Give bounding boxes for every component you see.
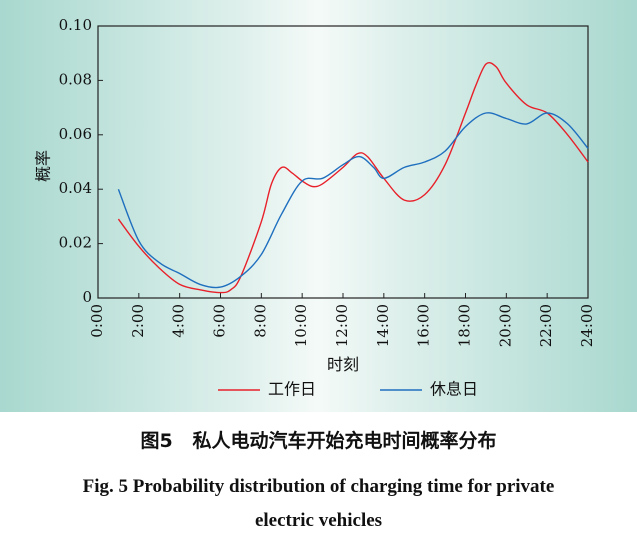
chart-series [117, 62, 589, 294]
chart-tick-labels: 0:00 2:00 4:00 6:00 8:00 10:00 12:00 14:00 16:00… [59, 16, 596, 347]
plot-frame [97, 25, 589, 299]
caption-english-line-2: electric vehicles [254, 510, 383, 531]
chart-axis-labels: 时刻 概率 [34, 150, 360, 374]
x-axis-label: 时刻 [327, 355, 359, 374]
legend-label-restday: 休息日 [430, 380, 478, 399]
series-line-workday [117, 62, 589, 294]
legend-label-workday: 工作日 [268, 380, 316, 399]
x-tick-label: 14:00 [374, 304, 392, 347]
figure-caption-chinese: 图5 私人电动汽车开始充电时间概率分布 [140, 430, 497, 452]
y-tick-label: 0.04 [59, 179, 92, 197]
x-tick-label: 18:00 [456, 304, 474, 347]
x-tick-label: 2:00 [129, 304, 147, 338]
series-line-restday [117, 112, 589, 289]
x-tick-label: 6:00 [211, 304, 229, 338]
line-chart: 0:00 2:00 4:00 6:00 8:00 10:00 12:00 14:00 16:00… [34, 16, 597, 399]
x-tick-label: 10:00 [292, 304, 310, 347]
caption-english-line-1: Fig. 5 Probability distribution of charg… [82, 476, 555, 497]
x-tick-label: 8:00 [251, 304, 269, 338]
x-tick-label: 12:00 [333, 304, 351, 347]
y-tick-label: 0.06 [59, 125, 92, 143]
chart-ticks [97, 25, 589, 299]
y-tick-label: 0.08 [59, 70, 92, 88]
y-axis-label: 概率 [34, 150, 53, 182]
y-tick-label: 0.10 [59, 16, 92, 34]
y-tick-label: 0.02 [59, 234, 92, 252]
x-tick-label: 16:00 [415, 304, 433, 347]
x-tick-label: 22:00 [537, 304, 555, 347]
x-tick-label: 20:00 [496, 304, 514, 347]
figure-panel: 0:00 2:00 4:00 6:00 8:00 10:00 12:00 14:00 16:00… [0, 0, 637, 412]
y-tick-label: 0 [82, 288, 92, 306]
x-tick-label: 4:00 [170, 304, 188, 338]
x-tick-label: 0:00 [88, 304, 106, 338]
figure-caption-english: Fig. 5 Probability distribution of charg… [0, 470, 637, 538]
plot-area [97, 25, 589, 299]
x-tick-label: 24:00 [578, 304, 596, 347]
chart-legend: 工作日 休息日 [218, 380, 478, 399]
